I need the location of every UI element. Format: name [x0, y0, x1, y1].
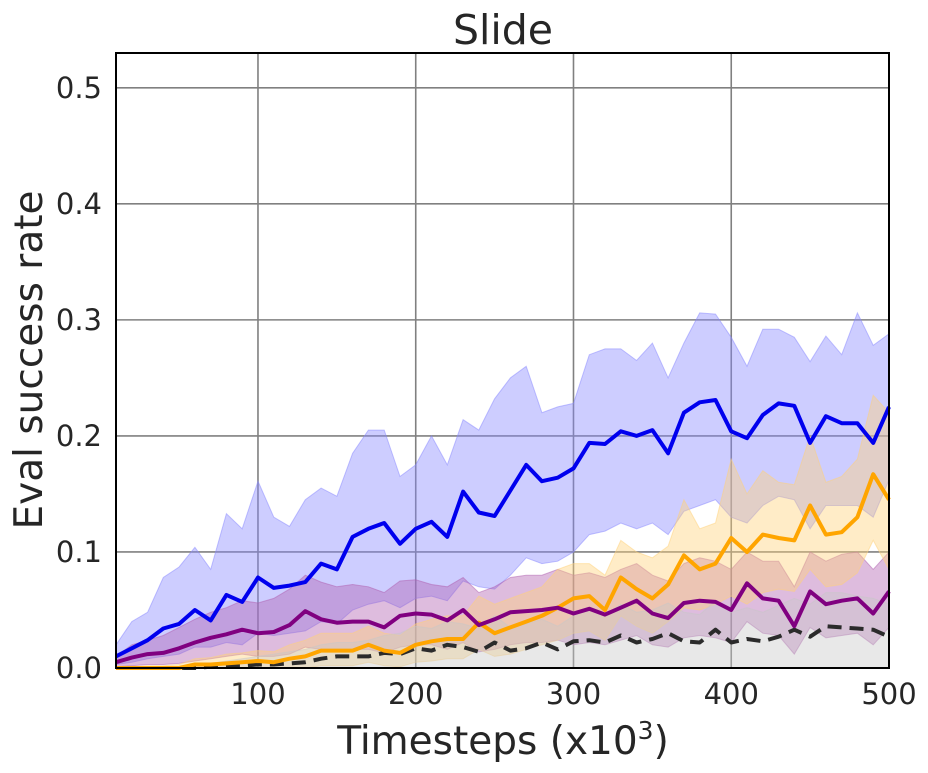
chart-title: Slide: [453, 6, 553, 54]
y-tick-label: 0.3: [56, 303, 102, 337]
x-tick-label: 100: [230, 677, 285, 711]
x-axis-label-main: Timesteps (x10: [336, 719, 637, 764]
y-tick-label: 0.2: [56, 419, 102, 453]
series-2-line: [115, 581, 891, 665]
y-tick-label: 0.1: [56, 535, 102, 569]
x-tick-label: 400: [704, 677, 759, 711]
series-lines: [115, 398, 891, 670]
y-tick-label: 0.4: [56, 187, 102, 221]
y-tick-label: 0.0: [56, 651, 102, 685]
x-tick-labels: 100 200 300 400 500: [230, 677, 916, 711]
x-axis-label: Timesteps (x103): [336, 716, 669, 764]
plot-frame: [115, 52, 890, 669]
y-tick-label: 0.5: [56, 71, 102, 105]
y-tick-labels: 0.0 0.1 0.2 0.3 0.4 0.5: [56, 71, 102, 685]
x-axis-label-close: ): [654, 719, 669, 764]
y-axis-label: Eval success rate: [7, 190, 52, 529]
series-4-line: [116, 624, 890, 670]
x-axis-label-superscript: 3: [638, 716, 654, 745]
series-3-line: [116, 472, 891, 670]
series-1-line: [115, 398, 891, 659]
x-tick-label: 300: [546, 677, 601, 711]
x-tick-label: 200: [388, 677, 443, 711]
x-tick-label: 500: [861, 677, 916, 711]
